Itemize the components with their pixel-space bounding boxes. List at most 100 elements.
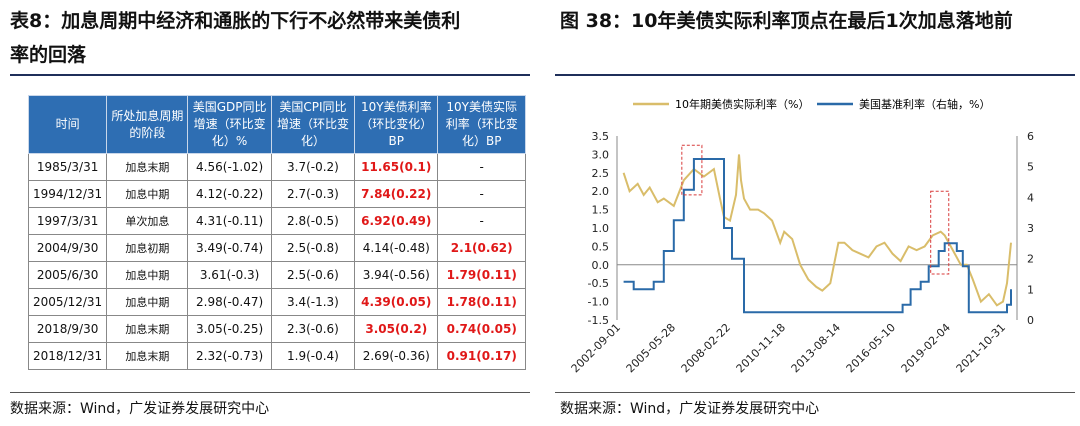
left-bottom-rule: [10, 392, 530, 393]
cell-date: 1985/3/31: [27, 153, 108, 181]
table-row: 1994/12/31 加息中期 4.12(-0.22) 2.7(-0.3) 7.84(0…: [27, 180, 526, 208]
y-left-tick-label: 3.0: [592, 148, 610, 161]
cell-10y-real: -: [437, 180, 526, 208]
table-row: 2018/9/30 加息末期 3.05(-0.25) 2.3(-0.6) 3.05(0.…: [27, 315, 526, 343]
table-row: 2005/6/30 加息中期 3.61(-0.3) 2.5(-0.6) 3.94(-0.…: [27, 261, 526, 289]
x-tick-label: 2021-10-31: [954, 321, 1008, 375]
cell-10y-real: 1.79(0.11): [437, 261, 526, 289]
cell-10y-real: 2.1(0.62): [437, 234, 526, 262]
cell-phase: 加息末期: [106, 342, 189, 370]
y-left-tick-label: 2.0: [592, 185, 610, 198]
series-line-real-rate: [622, 154, 1012, 307]
col-header-gdp: 美国GDP同比增速（环比变化）%: [187, 95, 272, 154]
x-tick-label: 2010-11-18: [734, 321, 788, 375]
table-row: 2004/9/30 加息初期 3.49(-0.74) 2.5(-0.8) 4.14(-0…: [27, 234, 526, 262]
cell-phase: 加息末期: [106, 315, 189, 343]
chart-source: 数据来源：Wind，广发证券发展研究中心: [560, 401, 820, 417]
cell-gdp: 2.32(-0.73): [187, 342, 272, 370]
cell-gdp: 3.05(-0.25): [187, 315, 272, 343]
right-bottom-rule: [555, 392, 1075, 393]
table-row: 1997/3/31 单次加息 4.31(-0.11) 2.8(-0.5) 6.92(0.…: [27, 207, 526, 235]
table-title-line1: 表8：加息周期中经济和通胀的下行不必然带来美债利: [10, 10, 461, 32]
cell-cpi: 1.9(-0.4): [270, 342, 356, 370]
cell-date: 2005/12/31: [27, 288, 108, 316]
x-tick-label: 2005-05-28: [624, 321, 678, 375]
y-left-tick-label: 0.5: [592, 240, 610, 253]
y-right-tick-label: 2: [1027, 253, 1034, 266]
cell-phase: 加息初期: [106, 234, 189, 262]
cell-phase: 加息中期: [106, 180, 189, 208]
y-left-tick-label: -0.5: [588, 277, 609, 290]
cell-10y: 6.92(0.49): [354, 207, 439, 235]
cell-date: 2004/9/30: [27, 234, 108, 262]
right-title-rule: [555, 74, 1075, 76]
chart-title: 图 38：10年美债实际利率顶点在最后1次加息落地前: [560, 10, 1013, 32]
cell-10y: 11.65(0.1): [354, 153, 439, 181]
y-left-tick-label: -1.0: [588, 296, 609, 309]
table-header-row: 时间 所处加息周期的阶段 美国GDP同比增速（环比变化）% 美国CPI同比增速（…: [27, 95, 526, 154]
cell-gdp: 3.61(-0.3): [187, 261, 272, 289]
cell-10y-real: -: [437, 207, 526, 235]
cell-10y: 3.94(-0.56): [354, 261, 439, 289]
x-tick-label: 2019-02-04: [899, 321, 953, 375]
cell-date: 1994/12/31: [27, 180, 108, 208]
cell-10y: 4.14(-0.48): [354, 234, 439, 262]
x-tick-label: 2008-02-22: [679, 321, 733, 375]
y-right-tick-label: 4: [1027, 191, 1034, 204]
cell-cpi: 2.5(-0.6): [270, 261, 356, 289]
cell-10y: 4.39(0.05): [354, 288, 439, 316]
table-source: 数据来源：Wind，广发证券发展研究中心: [10, 401, 270, 417]
cell-10y-real: 0.91(0.17): [437, 342, 526, 370]
cell-10y-real: 1.78(0.11): [437, 288, 526, 316]
cell-gdp: 2.98(-0.47): [187, 288, 272, 316]
y-left-tick-label: 2.5: [592, 167, 610, 180]
table-title: 表8：加息周期中经济和通胀的下行不必然带来美债利 率的回落: [10, 4, 530, 72]
cell-10y-real: 0.74(0.05): [437, 315, 526, 343]
x-tick-label: 2013-08-14: [789, 321, 843, 375]
y-left-tick-label: 0.0: [592, 259, 610, 272]
cell-phase: 加息中期: [106, 261, 189, 289]
y-right-tick-label: 5: [1027, 161, 1034, 174]
table-row: 2005/12/31 加息中期 2.98(-0.47) 3.4(-1.3) 4.39(0…: [27, 288, 526, 316]
cell-date: 2005/6/30: [27, 261, 108, 289]
cell-phase: 单次加息: [106, 207, 189, 235]
cell-cpi: 2.5(-0.8): [270, 234, 356, 262]
col-header-cpi: 美国CPI同比增速（环比变化）: [270, 95, 356, 154]
cell-10y: 3.05(0.2): [354, 315, 439, 343]
cell-gdp: 4.56(-1.02): [187, 153, 272, 181]
col-header-date: 时间: [27, 95, 108, 154]
cell-cpi: 3.7(-0.2): [270, 153, 356, 181]
y-right-tick-label: 3: [1027, 222, 1034, 235]
cell-gdp: 4.12(-0.22): [187, 180, 272, 208]
rate-cycle-table: 时间 所处加息周期的阶段 美国GDP同比增速（环比变化）% 美国CPI同比增速（…: [27, 95, 526, 370]
real-rate-chart: 10年期美债实际利率（%） 美国基准利率（右轴，%） 3.5 3.0 2.5 2.0 1.5…: [569, 97, 1034, 375]
x-tick-label: 2016-05-10: [844, 321, 898, 375]
series-line-fed-rate: [623, 158, 1012, 314]
left-title-rule: [10, 74, 530, 76]
cell-date: 2018/9/30: [27, 315, 108, 343]
cell-10y: 7.84(0.22): [354, 180, 439, 208]
cell-gdp: 3.49(-0.74): [187, 234, 272, 262]
highlight-box-2018: [930, 190, 950, 275]
cell-date: 2018/12/31: [27, 342, 108, 370]
table-row: 2018/12/31 加息末期 2.32(-0.73) 1.9(-0.4) 2.69(-…: [27, 342, 526, 370]
cell-cpi: 3.4(-1.3): [270, 288, 356, 316]
cell-phase: 加息末期: [106, 153, 189, 181]
col-header-10y-real: 10Y美债实际利率（环比变化）BP: [437, 95, 526, 154]
col-header-10y: 10Y美债利率（环比变化）BP: [354, 95, 439, 154]
x-tick-label: 2002-09-01: [569, 321, 623, 375]
y-right-tick-label: 1: [1027, 283, 1034, 296]
cell-cpi: 2.8(-0.5): [270, 207, 356, 235]
legend-label-fed-rate: 美国基准利率（右轴，%）: [859, 97, 990, 111]
cell-phase: 加息中期: [106, 288, 189, 316]
highlight-box-2006: [681, 144, 703, 196]
legend-label-real-rate: 10年期美债实际利率（%）: [675, 97, 809, 111]
col-header-phase: 所处加息周期的阶段: [106, 95, 189, 154]
cell-date: 1997/3/31: [27, 207, 108, 235]
y-left-tick-label: 1.0: [592, 222, 610, 235]
cell-gdp: 4.31(-0.11): [187, 207, 272, 235]
y-right-tick-label: 6: [1027, 130, 1034, 143]
y-left-tick-label: 1.5: [592, 204, 610, 217]
cell-cpi: 2.7(-0.3): [270, 180, 356, 208]
table-title-line2: 率的回落: [10, 44, 87, 66]
